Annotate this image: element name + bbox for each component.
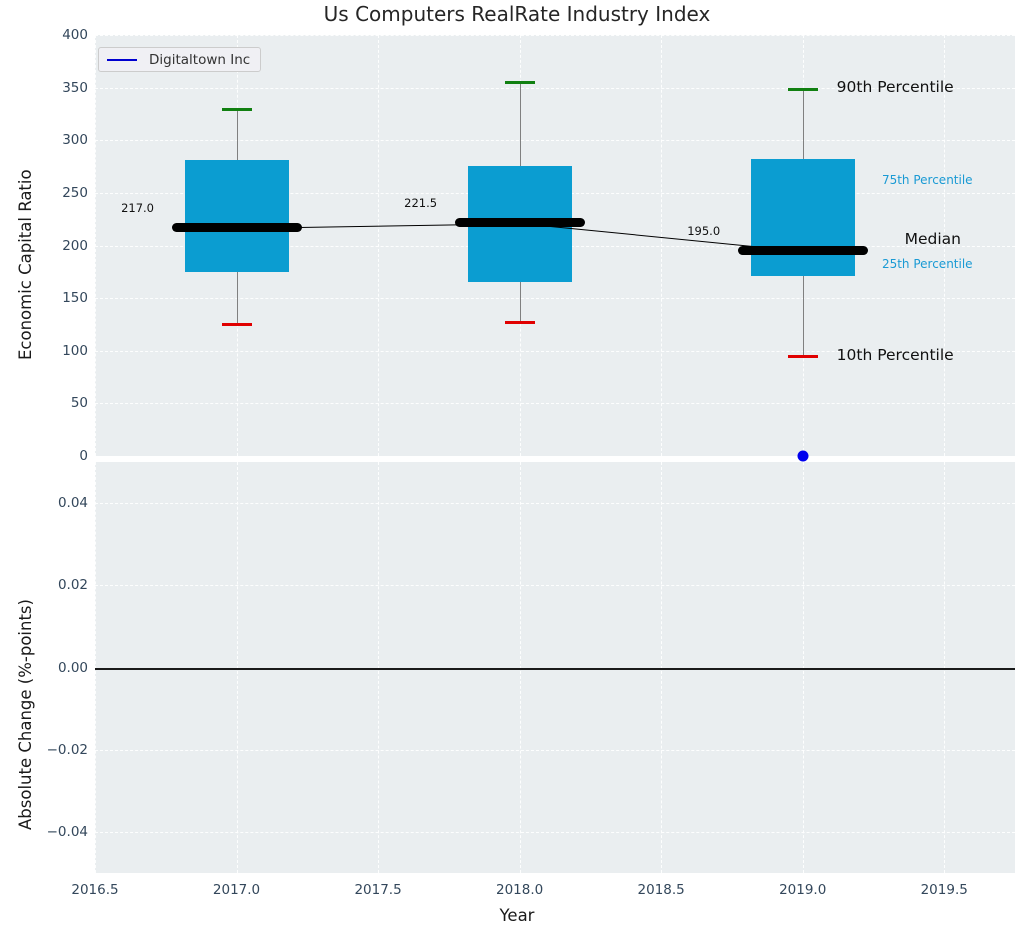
y-tick-label: 350 (62, 79, 88, 96)
legend-line-icon (107, 58, 137, 61)
p90-cap (787, 87, 818, 91)
y-tick-label: 100 (62, 342, 88, 359)
gridline (661, 35, 663, 456)
annotation-label: 75th Percentile (881, 173, 973, 188)
legend-label-digitaltown: Digitaltown Inc (149, 51, 251, 68)
x-tick-label: 2019.5 (920, 882, 968, 898)
gridline (95, 749, 1015, 751)
annotation-label: 25th Percentile (881, 257, 973, 272)
y-tick-label: 250 (62, 184, 88, 201)
gridline (95, 35, 1015, 36)
x-tick-label: 2018.5 (637, 882, 685, 898)
upper-plot-panel: 217.0 221.5 195.0 90th Percentile 75th Perc… (95, 35, 1015, 462)
gridline (378, 35, 380, 456)
y-tick-label: 50 (70, 395, 88, 412)
median-bar (171, 223, 302, 233)
gridline (95, 456, 1015, 457)
y-tick-label: 0 (79, 448, 88, 464)
median-value-label: 221.5 (404, 195, 438, 210)
y-tick-label: 0.00 (57, 659, 88, 676)
gridline (95, 35, 96, 456)
p90-cap (504, 81, 535, 85)
p90-cap (221, 107, 252, 111)
y-tick-label: 200 (62, 237, 88, 254)
y-tick-label: 150 (62, 290, 88, 307)
y-tick-label: 0.04 (57, 495, 88, 512)
y-tick-label: 400 (62, 27, 88, 43)
zero-line (95, 667, 1015, 670)
page-title: Us Computers RealRate Industry Index (323, 2, 711, 26)
x-tick-label: 2017.0 (212, 882, 261, 898)
gridline (944, 35, 946, 456)
y-tick-label: 0.02 (57, 577, 88, 594)
x-axis-label: Year (499, 906, 535, 925)
chart-legend[interactable]: Digitaltown Inc (98, 47, 262, 72)
x-tick-label: 2016.5 (71, 882, 119, 898)
annotation-label: 90th Percentile (836, 77, 954, 96)
median-value-label: 217.0 (121, 200, 154, 215)
gridline (95, 403, 1015, 405)
gridline (95, 140, 1015, 142)
annotation-label: 10th Percentile (836, 345, 954, 364)
interquartile-box (750, 159, 855, 276)
upper-y-axis-label: Economic Capital Ratio (16, 169, 35, 360)
gridline (95, 298, 1015, 300)
x-tick-label: 2018.0 (495, 882, 544, 898)
median-bar (737, 246, 868, 256)
y-tick-label: −0.04 (46, 823, 88, 840)
x-tick-label: 2019.0 (779, 882, 827, 898)
annotation-label: Median (904, 230, 961, 249)
lower-y-axis-label: Absolute Change (%-points) (16, 599, 35, 830)
interquartile-box (184, 160, 289, 272)
gridline (95, 87, 1015, 89)
gridline (95, 585, 1015, 587)
gridline (95, 503, 1015, 505)
y-tick-label: −0.02 (46, 741, 88, 758)
p10-cap (504, 321, 535, 325)
p10-cap (787, 354, 818, 358)
gridline (95, 350, 1015, 352)
median-value-label: 195.0 (687, 223, 721, 238)
median-bar (454, 218, 585, 228)
x-tick-label: 2017.5 (354, 882, 402, 898)
company-marker-digitaltown[interactable] (797, 450, 809, 462)
lower-plot-panel (95, 462, 1015, 873)
gridline (95, 831, 1015, 833)
p10-cap (221, 323, 252, 327)
y-tick-label: 300 (62, 132, 88, 149)
